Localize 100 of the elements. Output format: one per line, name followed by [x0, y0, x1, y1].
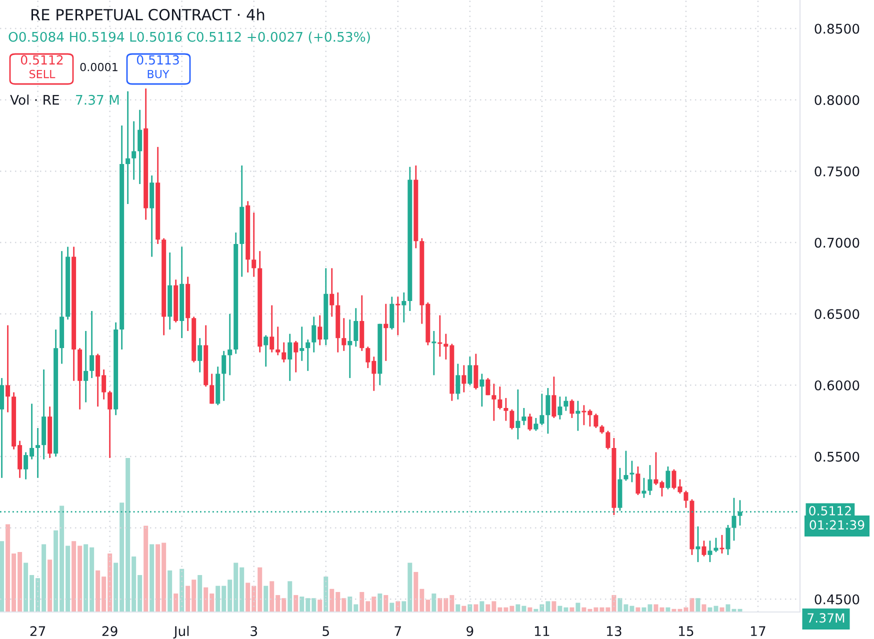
candlestick — [666, 466, 670, 490]
bar — [150, 544, 154, 612]
candlestick — [300, 326, 304, 362]
candlestick — [636, 466, 640, 496]
bar — [144, 526, 148, 612]
candlestick — [498, 386, 502, 410]
candlestick — [726, 524, 730, 556]
text: 01:21:39 — [810, 520, 864, 530]
bar — [168, 570, 172, 612]
candlestick — [288, 333, 292, 382]
y-tick-label: 0.4500 — [814, 594, 860, 604]
x-tick-label: 29 — [102, 626, 118, 636]
candlestick — [534, 417, 538, 432]
candlestick — [684, 490, 688, 509]
candlestick — [396, 296, 400, 336]
y-tick-label: 0.6500 — [814, 309, 860, 320]
candlestick — [222, 350, 226, 402]
candlestick — [108, 390, 112, 459]
candlestick — [546, 387, 550, 434]
x-tick-label: Jul — [173, 626, 189, 639]
candlestick — [552, 376, 556, 419]
candlestick — [648, 464, 652, 496]
candlestick — [126, 90, 130, 205]
annotation: 0.5113 — [136, 55, 179, 65]
bar — [696, 598, 700, 612]
bar — [390, 602, 394, 612]
bar — [384, 595, 388, 612]
candlestick — [282, 342, 286, 364]
candlestick — [468, 356, 472, 386]
annotation: 7.37 M — [76, 94, 119, 105]
candlestick — [510, 408, 514, 430]
y-tick-label: 0.7000 — [814, 238, 860, 248]
y-tick-label: 0.5500 — [814, 452, 860, 462]
x-tick-label: 27 — [30, 626, 46, 636]
candlestick — [606, 430, 610, 450]
ref-line-label: 0.5112 — [809, 506, 851, 516]
bar — [474, 604, 478, 612]
candlestick — [516, 388, 520, 440]
bar — [552, 601, 556, 612]
y-tick-label: 0.7500 — [814, 166, 860, 176]
x-tick-label: 3 — [250, 626, 258, 636]
candlestick — [306, 338, 310, 372]
candlestick — [480, 373, 484, 408]
candlestick — [210, 373, 214, 404]
candlestick — [642, 477, 646, 499]
annotation: Vol · RE — [10, 94, 59, 105]
candlestick — [486, 377, 490, 396]
candlestick — [438, 314, 442, 358]
bar — [174, 594, 178, 612]
bar — [432, 594, 436, 612]
candlestick — [318, 314, 322, 346]
candlestick — [276, 326, 280, 356]
y-tick-label: 0.8500 — [814, 24, 860, 34]
candlestick — [330, 268, 334, 318]
candlestick — [264, 334, 268, 368]
text: O0.5084 H0.5194 L0.5016 C0.5112 +0.0027 (+0.53%) — [8, 32, 370, 44]
candlestick — [624, 450, 628, 482]
annotation: BUY — [148, 70, 170, 78]
bar — [702, 604, 706, 612]
bar — [48, 560, 52, 612]
candlestick — [708, 540, 712, 563]
candlestick — [558, 396, 562, 420]
bar — [198, 575, 202, 612]
candlestick — [456, 363, 460, 400]
y-tick-label: 0.6000 — [814, 380, 860, 390]
annotation: 0.0001 — [80, 62, 118, 72]
candlestick — [228, 313, 232, 376]
candlestick — [702, 540, 706, 558]
candlestick — [570, 398, 574, 419]
candlestick — [522, 407, 526, 426]
text: 7.37M — [808, 613, 844, 623]
bar — [576, 602, 580, 612]
annotation: SELL — [30, 70, 56, 78]
bar — [294, 595, 298, 612]
x-tick-label: 9 — [466, 626, 474, 636]
annotation: 0.5112 — [20, 55, 63, 65]
candlestick — [430, 330, 437, 376]
candlestick — [132, 120, 136, 180]
x-tick-label: 11 — [534, 626, 550, 636]
bar — [264, 586, 268, 612]
candlestick — [198, 337, 202, 374]
candlestick — [504, 397, 508, 422]
candlestick — [594, 413, 598, 429]
candlestick — [528, 413, 532, 432]
bar — [318, 600, 322, 612]
candlestick — [312, 316, 316, 354]
candlestick — [348, 318, 352, 379]
bar — [0, 541, 4, 612]
candlestick — [138, 109, 142, 185]
x-tick-label: 17 — [751, 626, 766, 636]
candlestick — [474, 353, 478, 390]
candlestick — [402, 292, 406, 324]
candlestick — [462, 364, 466, 394]
candlestick — [540, 393, 544, 426]
candlestick — [342, 317, 346, 352]
bar — [324, 576, 328, 612]
candlestick — [36, 427, 40, 479]
bar — [180, 568, 184, 612]
candlestick — [252, 212, 256, 278]
bar — [288, 581, 292, 612]
